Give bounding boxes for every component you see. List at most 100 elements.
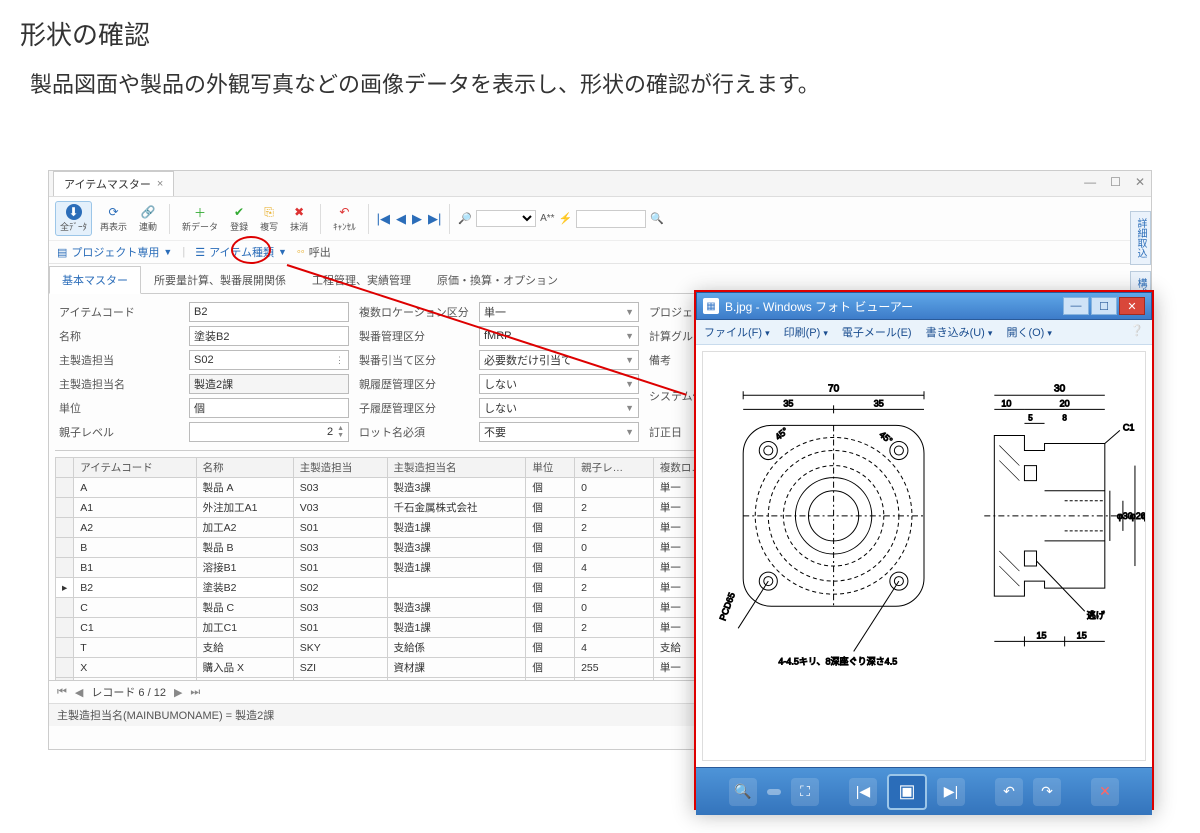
svg-text:45°: 45° <box>878 429 895 446</box>
filter-dropdown[interactable] <box>476 210 536 227</box>
subtab-cost[interactable]: 原価・換算・オプション <box>424 266 571 293</box>
close-icon[interactable]: ✕ <box>1135 175 1145 189</box>
reshow-button[interactable]: ⟳再表示 <box>96 202 131 235</box>
prev-image-icon[interactable]: |◀ <box>849 778 877 806</box>
help-icon[interactable]: ❔ <box>1130 324 1144 340</box>
nav-last-icon[interactable]: ⏭ <box>190 686 200 699</box>
menu-open[interactable]: 開く(O) ▾ <box>1006 324 1051 340</box>
viewer-maximize-icon[interactable]: ☐ <box>1091 297 1117 315</box>
input-item-code[interactable]: B2 <box>189 302 349 322</box>
slideshow-icon[interactable]: ▣ <box>887 774 927 810</box>
input-multi-loc[interactable]: 単一▼ <box>479 302 639 322</box>
rotate-ccw-icon[interactable]: ↶ <box>995 778 1023 806</box>
link-button[interactable]: 🔗連動 <box>135 202 161 235</box>
callout-button[interactable]: ◦◦呼出 <box>297 244 331 260</box>
svg-text:逃げ: 逃げ <box>1087 609 1105 620</box>
menu-write[interactable]: 書き込み(U) ▾ <box>926 324 993 340</box>
record-counter: レコード 6 / 12 <box>91 684 166 700</box>
record-nav: |◀ ◀ ▶ ▶| <box>377 211 442 227</box>
first-icon[interactable]: |◀ <box>377 211 390 227</box>
tab-label: アイテムマスター <box>64 176 151 192</box>
viewer-close-icon[interactable]: ✕ <box>1119 297 1145 315</box>
table-header[interactable]: アイテムコード <box>74 458 196 478</box>
cancel-button[interactable]: ↶ｷｬﾝｾﾙ <box>329 202 360 235</box>
menu-email[interactable]: 電子メール(E) <box>842 324 912 340</box>
viewer-toolbar: 🔍 ⛶ |◀ ▣ ▶| ↶ ↷ ✕ <box>696 767 1152 815</box>
bolt-icon[interactable]: ⚡ <box>559 212 573 225</box>
input-child-hist[interactable]: しない▼ <box>479 398 639 418</box>
minimize-icon[interactable]: — <box>1084 175 1096 189</box>
svg-text:35: 35 <box>874 398 884 408</box>
document-tab[interactable]: アイテムマスター × <box>53 171 174 196</box>
new-button[interactable]: ＋新データ <box>178 202 222 235</box>
subtab-basic[interactable]: 基本マスター <box>49 266 141 294</box>
next-icon[interactable]: ▶ <box>412 211 422 227</box>
svg-text:35: 35 <box>783 398 793 408</box>
project-dropdown[interactable]: ▤プロジェクト専用▼ <box>57 244 172 260</box>
zoom-slider[interactable] <box>767 789 781 795</box>
viewer-menubar: ファイル(F) ▾ 印刷(P) ▾ 電子メール(E) 書き込み(U) ▾ 開く(… <box>696 320 1152 345</box>
all-data-button[interactable]: ⬇全ﾃﾞｰﾀ <box>55 201 92 236</box>
svg-text:5: 5 <box>1028 413 1033 422</box>
subtab-calc[interactable]: 所要量計算、製番展開関係 <box>141 266 299 293</box>
copy-button[interactable]: ⎘複写 <box>256 202 282 235</box>
input-parent-hist[interactable]: しない▼ <box>479 374 639 394</box>
viewer-title: B.jpg - Windows フォト ビューアー <box>725 298 913 315</box>
svg-text:4-4.5キリ、8深座ぐり深さ4.5: 4-4.5キリ、8深座ぐり深さ4.5 <box>778 655 897 666</box>
svg-text:C1: C1 <box>1123 422 1135 432</box>
prev-icon[interactable]: ◀ <box>396 211 406 227</box>
table-header[interactable]: 主製造担当 <box>293 458 387 478</box>
search-icon[interactable]: 🔍 <box>650 212 664 225</box>
nav-prev-icon[interactable]: ◀ <box>75 686 83 699</box>
page-heading: 形状の確認 <box>0 0 1200 52</box>
register-button[interactable]: ✔登録 <box>226 202 252 235</box>
secondary-toolbar: ▤プロジェクト専用▼ | ☰アイテム種類▼ ◦◦呼出 <box>49 241 1151 264</box>
table-header[interactable]: 主製造担当名 <box>387 458 526 478</box>
label-parent-hist: 親履歴管理区分 <box>359 376 469 392</box>
input-name[interactable]: 塗装B2 <box>189 326 349 346</box>
tab-close-icon[interactable]: × <box>157 178 163 190</box>
menu-file[interactable]: ファイル(F) ▾ <box>704 324 770 340</box>
next-image-icon[interactable]: ▶| <box>937 778 965 806</box>
annotation-circle <box>231 236 271 264</box>
side-tab-detail[interactable]: 詳細取込 <box>1130 211 1151 265</box>
table-header[interactable]: 親子レ… <box>575 458 654 478</box>
svg-text:30: 30 <box>1054 383 1066 394</box>
page-subheading: 製品図面や製品の外観写真などの画像データを表示し、形状の確認が行えます。 <box>0 52 1200 99</box>
viewer-titlebar: ▦ B.jpg - Windows フォト ビューアー — ☐ ✕ <box>696 292 1152 320</box>
rotate-cw-icon[interactable]: ↷ <box>1033 778 1061 806</box>
viewer-minimize-icon[interactable]: — <box>1063 297 1089 315</box>
label-unit: 単位 <box>59 400 179 416</box>
menu-print[interactable]: 印刷(P) ▾ <box>784 324 828 340</box>
svg-text:20: 20 <box>1060 398 1070 408</box>
svg-text:φ40: φ40 <box>1142 511 1145 521</box>
zoom-out-icon[interactable]: 🔍 <box>729 778 757 806</box>
input-lot-req[interactable]: 不要▼ <box>479 422 639 442</box>
drawing-canvas: 70 35 35 45° 45° <box>702 351 1146 761</box>
nav-next-icon[interactable]: ▶ <box>174 686 182 699</box>
nav-first-icon[interactable]: ⏮ <box>57 686 67 699</box>
input-parent-level[interactable]: 2▲▼ <box>189 422 349 442</box>
search-input[interactable] <box>576 210 646 228</box>
table-header[interactable]: 単位 <box>526 458 575 478</box>
input-main-mfg[interactable]: S02⋮ <box>189 350 349 370</box>
label-alloc-div: 製番引当て区分 <box>359 352 469 368</box>
binoculars-icon[interactable]: 🔎 <box>458 212 472 225</box>
label-item-code: アイテムコード <box>59 304 179 320</box>
svg-text:10: 10 <box>1001 398 1011 408</box>
window-controls: — ☐ ✕ <box>1084 175 1145 189</box>
table-header[interactable]: 名称 <box>196 458 293 478</box>
delete-image-icon[interactable]: ✕ <box>1091 778 1119 806</box>
input-unit[interactable]: 個 <box>189 398 349 418</box>
document-tab-strip: アイテムマスター × <box>49 171 1151 197</box>
delete-button[interactable]: ✖抹消 <box>286 202 312 235</box>
maximize-icon[interactable]: ☐ <box>1110 175 1121 189</box>
zoom-fit-icon[interactable]: ⛶ <box>791 778 819 806</box>
svg-text:45°: 45° <box>773 425 790 442</box>
technical-drawing: 70 35 35 45° 45° <box>703 352 1145 760</box>
last-icon[interactable]: ▶| <box>428 211 441 227</box>
label-main-mfg: 主製造担当 <box>59 352 179 368</box>
label-name: 名称 <box>59 328 179 344</box>
main-toolbar: ⬇全ﾃﾞｰﾀ ⟳再表示 🔗連動 ＋新データ ✔登録 ⎘複写 ✖抹消 ↶ｷｬﾝｾﾙ… <box>49 197 1151 241</box>
app-icon: ▦ <box>703 298 719 314</box>
